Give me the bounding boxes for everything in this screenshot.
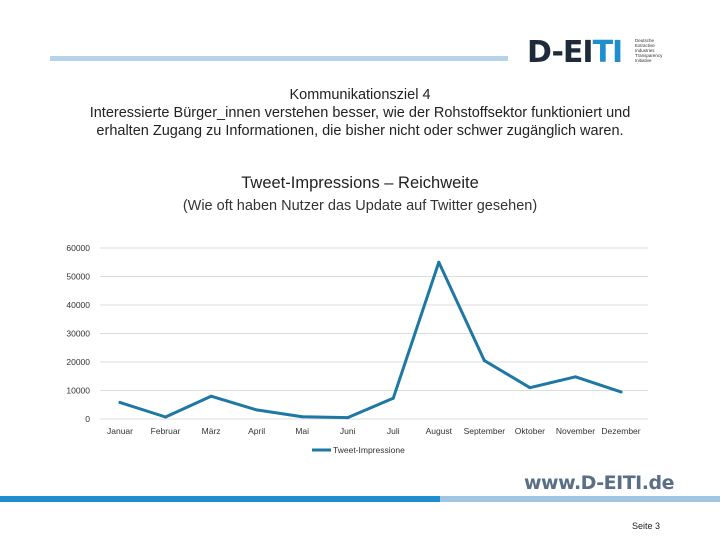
x-tick-label: Dezember	[601, 426, 640, 436]
legend-label: Tweet-Impressione	[333, 445, 405, 455]
y-tick-label: 20000	[66, 357, 90, 367]
page-title-line: Interessierte Bürger_innen verstehen bes…	[89, 105, 631, 121]
data-point	[573, 375, 577, 379]
x-tick-label: September	[464, 426, 506, 436]
page-number: Seite 3	[632, 521, 661, 531]
y-tick-label: 30000	[66, 329, 90, 339]
x-tick-label: April	[248, 426, 265, 436]
data-point	[346, 416, 350, 420]
data-point	[391, 396, 395, 400]
y-tick-label: 60000	[66, 243, 90, 253]
data-point	[300, 415, 304, 419]
page-title-line: erhalten Zugang zu Informationen, die bi…	[96, 123, 624, 139]
x-tick-label: Oktober	[515, 426, 545, 436]
data-point	[528, 386, 532, 390]
page-title-line: Kommunikationsziel 4	[289, 87, 431, 103]
footer-bar-light	[440, 496, 720, 502]
chart-title: Tweet-Impressions – Reichweite	[241, 174, 479, 192]
website-url[interactable]: www.D-EITI.de	[524, 472, 674, 494]
data-point	[209, 394, 213, 398]
logo-mark: D-EITI	[527, 35, 623, 70]
header-rule	[50, 56, 508, 61]
y-tick-label: 50000	[66, 272, 90, 282]
x-tick-label: Juli	[387, 426, 400, 436]
chart-subtitle: (Wie oft haben Nutzer das Update auf Twi…	[182, 198, 538, 214]
line-chart: 0 10000 20000 30000 40000 50000 60000 Januar Feb…	[66, 243, 648, 455]
x-tick-label: Juni	[340, 426, 356, 436]
x-tick-label: August	[426, 426, 453, 436]
y-tick-label: 10000	[66, 386, 90, 396]
x-tick-label: Mai	[295, 426, 309, 436]
data-point	[255, 408, 259, 412]
y-tick-label: 40000	[66, 300, 90, 310]
page-title: Kommunikationsziel 4 Interessierte Bürge…	[0, 86, 720, 140]
logo-small-text: Deutsche Extractive Industries Transpare…	[635, 38, 663, 63]
y-tick-label: 0	[85, 414, 90, 424]
data-point	[164, 415, 168, 419]
data-point	[482, 359, 486, 363]
x-tick-label: November	[556, 426, 595, 436]
data-point	[437, 260, 441, 264]
x-tick-label: März	[202, 426, 221, 436]
footer-bar	[0, 496, 440, 502]
x-tick-label: Januar	[107, 426, 133, 436]
data-point	[619, 390, 623, 394]
series-line	[118, 260, 623, 420]
x-tick-label: Februar	[151, 426, 181, 436]
data-point	[118, 400, 122, 404]
